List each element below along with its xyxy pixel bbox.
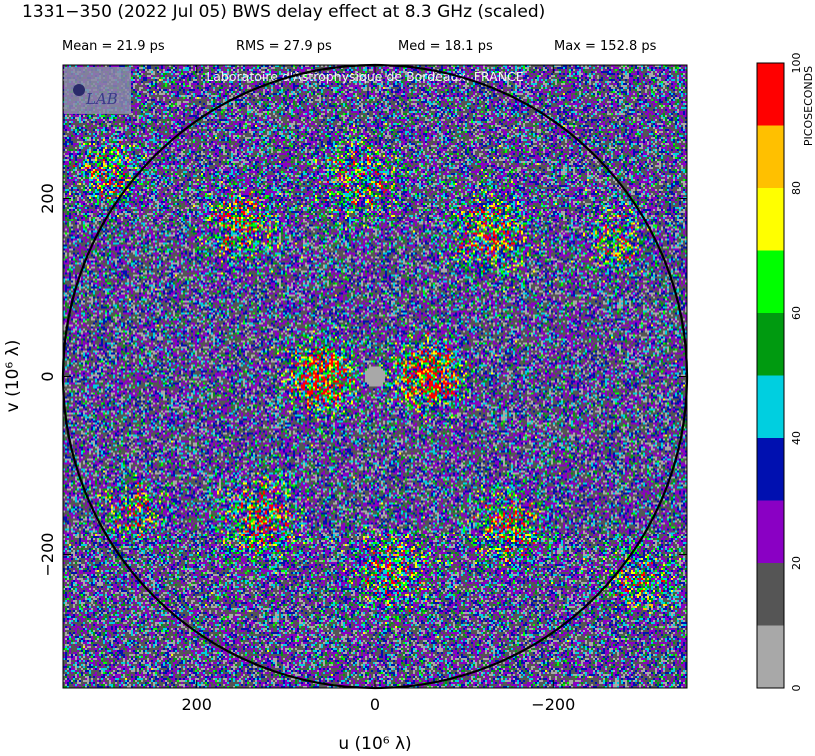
heatmap-image: [63, 65, 687, 688]
y-axis-label: v (10⁶ λ): [3, 340, 23, 413]
colorbar-tick-label: 60: [790, 306, 803, 320]
colorbar-tick-label: 100: [790, 53, 803, 74]
y-tick-label: 0: [38, 371, 57, 381]
colorbar-tick-label: 20: [790, 556, 803, 570]
chart-title: 1331−350 (2022 Jul 05) BWS delay effect …: [22, 2, 545, 22]
colorbar-bin: [757, 438, 784, 501]
stat-mean: Mean = 21.9 ps: [62, 39, 165, 54]
logo-mark-icon: [73, 84, 85, 96]
lab-logo: LAB: [64, 67, 131, 114]
colorbar-bin: [757, 125, 784, 188]
y-tick-label: −200: [38, 533, 57, 577]
x-tick-label: 200: [181, 695, 212, 714]
colorbar-tick-label: 80: [790, 181, 803, 195]
colorbar-bin: [757, 188, 784, 251]
colorbar-tick-label: 40: [790, 431, 803, 445]
stat-rms: RMS = 27.9 ps: [236, 39, 332, 54]
colorbar-bin: [757, 63, 784, 126]
x-tick-label: 0: [370, 695, 380, 714]
heatmap-area: [63, 65, 687, 688]
colorbar-bin: [757, 375, 784, 438]
colorbar-tick-label: 0: [790, 685, 803, 692]
stat-max: Max = 152.8 ps: [554, 39, 657, 54]
x-axis-label: u (10⁶ λ): [338, 734, 411, 754]
x-tick-label: −200: [531, 695, 575, 714]
y-tick-label: 200: [38, 183, 57, 214]
axis-ticks: 200 0 −200 200 0 −200: [38, 65, 687, 714]
colorbar-bin: [757, 313, 784, 376]
colorbar-frame: [756, 62, 785, 689]
colorbar-label: PICOSECONDS: [802, 66, 815, 146]
colorbar-bin: [757, 563, 784, 626]
stat-med: Med = 18.1 ps: [398, 39, 493, 54]
colorbar: 0 20 40 60 80 100: [756, 53, 803, 692]
colorbar-bin: [757, 625, 784, 688]
colorbar-bin: [757, 250, 784, 313]
logo-text: LAB: [85, 90, 118, 108]
colorbar-bin: [757, 500, 784, 563]
